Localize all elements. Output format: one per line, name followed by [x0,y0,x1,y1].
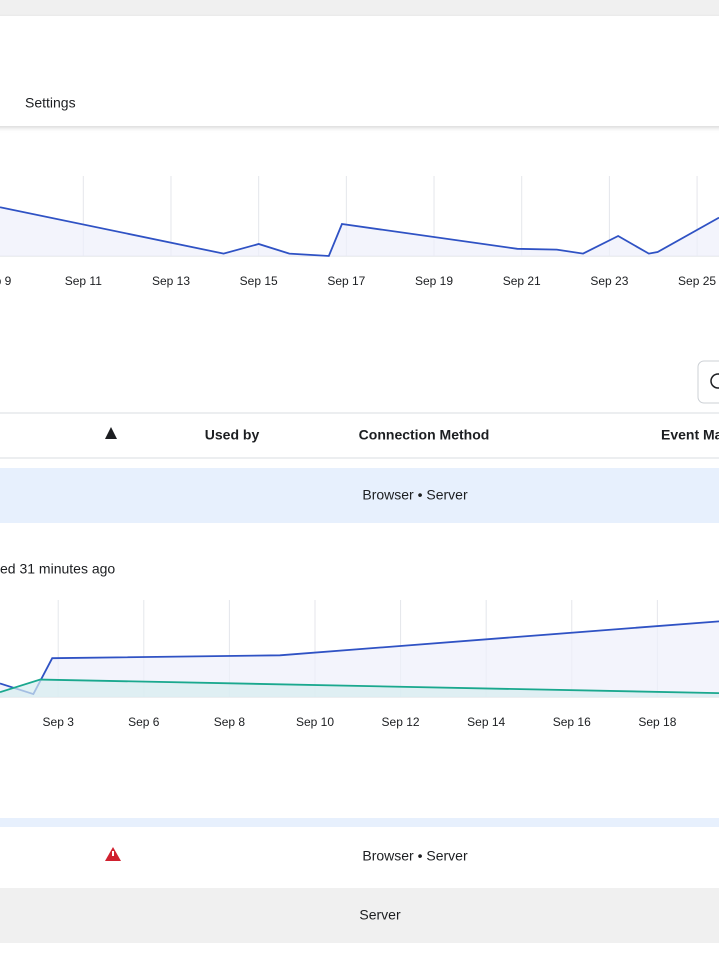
x-tick-label: Sep 25 [678,274,716,288]
column-header[interactable]: Connection Method [359,427,490,443]
cell: Browser • Server [362,487,468,503]
line [0,678,719,695]
area [0,621,719,697]
column-header[interactable]: Used by [205,427,260,443]
x-tick-label: Sep 6 [128,715,160,729]
area [0,679,719,697]
line [0,206,719,257]
search-button[interactable] [697,360,719,404]
x-tick-label: Sep 15 [240,274,278,288]
cell: Browser • Server [362,848,468,864]
x-tick-label: Sep 21 [503,274,541,288]
x-tick-label: Sep 18 [638,715,676,729]
x-tick-label: Sep 17 [327,274,365,288]
x-tick-label: Sep 19 [415,274,453,288]
x-tick-label: Sep 13 [152,274,190,288]
settings-tab[interactable]: Settings [25,95,76,111]
x-tick-label: Sep 16 [553,715,591,729]
area [0,207,719,256]
x-tick-label: Sep 3 [43,715,75,729]
row-strip [0,818,719,827]
cell: Server [359,907,401,923]
x-tick-label: Sep 8 [214,715,246,729]
column-header[interactable]: Event Ma [661,427,719,443]
row[interactable] [0,888,719,943]
warning-icon [105,427,117,439]
x-tick-label: Sep 9 [0,274,12,288]
x-tick-label: Sep 12 [382,715,420,729]
x-tick-label: Sep 23 [590,274,628,288]
x-tick-label: Sep 11 [65,274,102,288]
row-selected[interactable] [0,468,719,523]
error-icon-mark [112,851,114,856]
x-tick-label: Sep 10 [296,715,334,729]
search-icon [710,373,719,389]
header-panel [0,16,719,126]
status-text: ed 31 minutes ago [0,561,115,577]
x-tick-label: Sep 14 [467,715,505,729]
top-bar [0,0,719,16]
